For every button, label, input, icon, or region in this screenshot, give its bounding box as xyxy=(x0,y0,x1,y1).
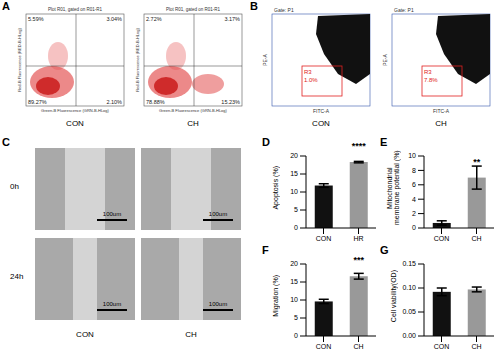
svg-text:8: 8 xyxy=(412,167,416,174)
svg-text:100um: 100um xyxy=(209,301,227,307)
svg-text:CH: CH xyxy=(471,343,481,350)
svg-text:FITC-A: FITC-A xyxy=(313,108,330,114)
svg-text:100um: 100um xyxy=(209,211,227,217)
svg-text:CH: CH xyxy=(435,119,447,128)
html-text:E: E xyxy=(380,136,388,148)
svg-text:20: 20 xyxy=(290,152,298,159)
svg-text:100um: 100um xyxy=(103,211,121,217)
svg-text:***: *** xyxy=(353,255,364,265)
svg-text:**: ** xyxy=(473,157,481,167)
svg-text:PE-A: PE-A xyxy=(382,54,388,66)
html-text:G: G xyxy=(380,244,389,256)
html-text:24h: 24h xyxy=(10,272,24,281)
svg-text:4: 4 xyxy=(412,196,416,203)
html-text:0h: 0h xyxy=(10,182,19,191)
svg-text:15: 15 xyxy=(290,278,298,285)
html-text:Migration (%): Migration (%) xyxy=(271,275,279,317)
svg-text:CON: CON xyxy=(316,343,332,350)
html-text:A: A xyxy=(2,0,10,12)
svg-text:****: **** xyxy=(352,141,367,151)
html-text:Cell viability(OD): Cell viability(OD) xyxy=(389,269,397,323)
svg-text:HR: HR xyxy=(353,235,363,242)
svg-text:10: 10 xyxy=(290,296,298,303)
svg-text:10: 10 xyxy=(408,152,416,159)
html-text:Mitochondrial membrane potenti: Mitochondrial membrane potential (%) xyxy=(386,150,400,226)
svg-text:Red-B Fluorescence (RED-B-HLog: Red-B Fluorescence (RED-B-HLog) xyxy=(17,28,22,92)
svg-text:CON: CON xyxy=(312,119,330,128)
svg-text:CON: CON xyxy=(434,235,450,242)
svg-text:0.05: 0.05 xyxy=(402,308,416,315)
svg-text:2.10%: 2.10% xyxy=(106,99,122,105)
svg-text:78.88%: 78.88% xyxy=(146,99,165,105)
html-text:CH: CH xyxy=(185,330,197,339)
svg-text:Plot R01, gated on R01-R1: Plot R01, gated on R01-R1 xyxy=(166,7,221,12)
svg-text:CH: CH xyxy=(187,119,199,128)
svg-text:CH: CH xyxy=(471,235,481,242)
html-text:F: F xyxy=(262,244,269,256)
svg-text:CON: CON xyxy=(66,119,84,128)
svg-text:15: 15 xyxy=(290,170,298,177)
svg-text:Green-B Fluorescence (GRN-B-HL: Green-B Fluorescence (GRN-B-HLog) xyxy=(41,108,109,113)
svg-text:Green-B Fluorescence (GRN-B-HL: Green-B Fluorescence (GRN-B-HLog) xyxy=(159,108,227,113)
svg-text:CON: CON xyxy=(316,235,332,242)
html-text:CON: CON xyxy=(76,330,94,339)
svg-text:89.27%: 89.27% xyxy=(28,99,47,105)
svg-text:PE-A: PE-A xyxy=(262,54,268,66)
svg-text:1.0%: 1.0% xyxy=(304,77,318,83)
svg-text:Gate: P1: Gate: P1 xyxy=(394,7,414,13)
svg-text:100um: 100um xyxy=(103,301,121,307)
svg-text:Gate: P1: Gate: P1 xyxy=(274,7,294,13)
svg-text:R3: R3 xyxy=(304,69,312,75)
svg-text:Plot R01, gated on R01-R1: Plot R01, gated on R01-R1 xyxy=(48,7,103,12)
svg-text:CON: CON xyxy=(434,343,450,350)
svg-text:0.15: 0.15 xyxy=(402,260,416,267)
svg-text:3.17%: 3.17% xyxy=(224,16,240,22)
svg-text:0: 0 xyxy=(294,224,298,231)
html-text:C: C xyxy=(2,136,10,148)
svg-text:0: 0 xyxy=(412,224,416,231)
html-text:B: B xyxy=(250,0,258,12)
svg-text:R3: R3 xyxy=(424,69,432,75)
svg-text:5: 5 xyxy=(294,314,298,321)
svg-text:5.59%: 5.59% xyxy=(28,16,44,22)
svg-text:10: 10 xyxy=(290,188,298,195)
svg-text:3.04%: 3.04% xyxy=(106,16,122,22)
svg-text:15.23%: 15.23% xyxy=(221,99,240,105)
svg-text:20: 20 xyxy=(290,260,298,267)
svg-text:0: 0 xyxy=(294,332,298,339)
svg-text:6: 6 xyxy=(412,181,416,188)
svg-text:FITC-A: FITC-A xyxy=(433,108,450,114)
html-text:Apoptosis (%): Apoptosis (%) xyxy=(271,166,279,210)
svg-text:7.8%: 7.8% xyxy=(424,77,438,83)
svg-text:2: 2 xyxy=(412,210,416,217)
svg-text:0.00: 0.00 xyxy=(402,332,416,339)
svg-text:CH: CH xyxy=(353,343,363,350)
svg-text:0.10: 0.10 xyxy=(402,284,416,291)
svg-text:5: 5 xyxy=(294,206,298,213)
svg-text:Red-B Fluorescence (RED-B-HLog: Red-B Fluorescence (RED-B-HLog) xyxy=(135,28,140,92)
svg-text:2.72%: 2.72% xyxy=(146,16,162,22)
html-text:D: D xyxy=(262,136,270,148)
